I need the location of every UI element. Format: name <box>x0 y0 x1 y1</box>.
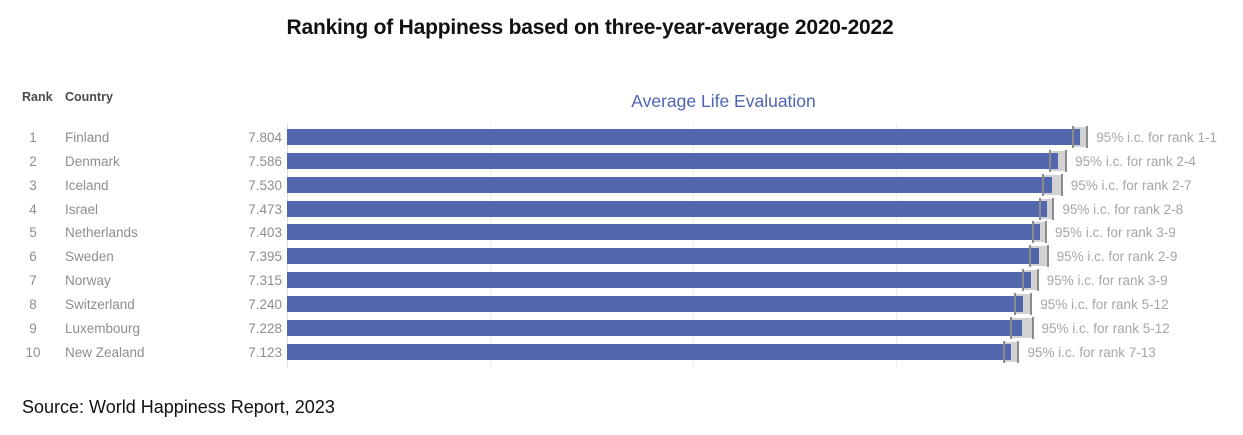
value-cell: 7.804 <box>248 130 282 145</box>
bar <box>287 248 1039 265</box>
column-header-rank: Rank <box>22 90 53 104</box>
ci-tick-low <box>1028 245 1031 268</box>
ci-label: 95% i.c. for rank 1-1 <box>1096 130 1217 145</box>
country-cell: Denmark <box>65 153 120 169</box>
country-cell: Norway <box>65 273 111 289</box>
rank-cell: 7 <box>29 273 37 289</box>
ci-tick-high <box>1052 197 1055 220</box>
ci-tick-low <box>1013 292 1016 315</box>
ci-tick-high <box>1031 316 1034 339</box>
ci-label: 95% i.c. for rank 7-13 <box>1027 344 1156 360</box>
value-cell: 7.473 <box>248 201 282 217</box>
rank-cell: 6 <box>29 249 37 265</box>
rank-cell: 8 <box>29 296 37 312</box>
country-cell: Iceland <box>65 177 109 193</box>
value-cell: 7.395 <box>248 249 282 265</box>
ci-tick-low <box>1038 197 1041 220</box>
ci-tick-low <box>1072 126 1075 148</box>
column-header-country: Country <box>65 90 113 104</box>
bar <box>287 343 1012 360</box>
value-cell: 7.123 <box>248 344 282 360</box>
ci-label: 95% i.c. for rank 5-12 <box>1040 296 1169 312</box>
value-cell: 7.315 <box>248 273 282 289</box>
chart-title: Ranking of Happiness based on three-year… <box>286 16 894 39</box>
ci-tick-low <box>1032 221 1034 244</box>
rank-cell: 2 <box>29 153 37 169</box>
country-cell: Netherlands <box>65 225 138 241</box>
ci-label: 95% i.c. for rank 3-9 <box>1055 225 1176 241</box>
ci-tick-high <box>1086 126 1089 148</box>
ci-tick-high <box>1046 245 1049 268</box>
ci-label: 95% i.c. for rank 2-8 <box>1062 201 1184 217</box>
rank-cell: 1 <box>29 130 37 145</box>
ci-tick-low <box>1042 173 1045 196</box>
bar <box>287 295 1023 312</box>
ci-tick-low <box>1022 269 1025 292</box>
gridline <box>896 123 898 367</box>
ci-tick-high <box>1030 292 1033 315</box>
bar <box>287 200 1047 217</box>
ci-tick-low <box>1048 149 1051 172</box>
rank-cell: 3 <box>29 177 37 193</box>
ci-label: 95% i.c. for rank 2-7 <box>1070 177 1192 193</box>
ci-tick-low <box>1009 316 1012 339</box>
ci-label: 95% i.c. for rank 2-9 <box>1056 249 1178 265</box>
country-cell: Finland <box>65 130 110 145</box>
rank-cell: 5 <box>29 225 37 241</box>
ci-tick-high <box>1060 173 1063 196</box>
bar <box>287 176 1053 193</box>
axis-title: Average Life Evaluation <box>631 91 816 111</box>
country-cell: Israel <box>65 201 99 217</box>
value-cell: 7.530 <box>248 177 282 193</box>
country-cell: New Zealand <box>65 344 145 360</box>
ci-tick-high <box>1045 221 1048 244</box>
bar <box>287 129 1081 145</box>
ci-label: 95% i.c. for rank 2-4 <box>1075 153 1196 169</box>
country-cell: Switzerland <box>65 296 135 312</box>
country-cell: Luxembourg <box>65 320 141 336</box>
ci-tick-low <box>1002 340 1005 363</box>
ci-tick-high <box>1036 269 1039 292</box>
gridline <box>693 123 695 367</box>
bar <box>287 224 1040 241</box>
country-cell: Sweden <box>65 249 114 265</box>
ci-label: 95% i.c. for rank 3-9 <box>1046 273 1168 289</box>
gridline <box>286 123 288 367</box>
gridline <box>489 123 491 367</box>
bar <box>287 319 1022 336</box>
rank-cell: 9 <box>29 320 37 336</box>
rank-cell: 4 <box>29 201 37 217</box>
value-cell: 7.240 <box>248 296 282 312</box>
source-caption: Source: World Happiness Report, 2023 <box>22 397 335 417</box>
ci-tick-high <box>1065 149 1068 172</box>
ci-tick-high <box>1017 340 1020 363</box>
bar <box>287 272 1031 289</box>
value-cell: 7.403 <box>248 225 282 241</box>
rank-cell: 10 <box>25 344 41 360</box>
bar <box>287 152 1059 169</box>
value-cell: 7.228 <box>248 320 282 336</box>
value-cell: 7.586 <box>248 153 282 169</box>
ci-label: 95% i.c. for rank 5-12 <box>1041 320 1170 336</box>
